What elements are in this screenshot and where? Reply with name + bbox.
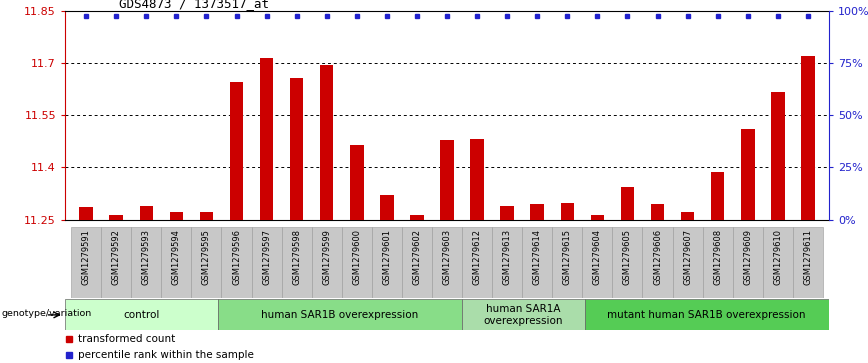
- Bar: [230, 82, 243, 220]
- FancyBboxPatch shape: [71, 227, 102, 298]
- Text: GSM1279614: GSM1279614: [533, 229, 542, 285]
- Text: GSM1279605: GSM1279605: [623, 229, 632, 285]
- FancyBboxPatch shape: [372, 227, 402, 298]
- FancyBboxPatch shape: [462, 227, 492, 298]
- Bar: [140, 206, 153, 220]
- Text: GSM1279615: GSM1279615: [562, 229, 572, 285]
- Text: control: control: [123, 310, 160, 320]
- Text: GSM1279607: GSM1279607: [683, 229, 692, 285]
- FancyBboxPatch shape: [281, 227, 312, 298]
- FancyBboxPatch shape: [792, 227, 823, 298]
- Bar: [621, 187, 635, 220]
- FancyBboxPatch shape: [582, 227, 613, 298]
- Text: GSM1279612: GSM1279612: [472, 229, 482, 285]
- Text: genotype/variation: genotype/variation: [1, 309, 91, 318]
- Text: GSM1279598: GSM1279598: [293, 229, 301, 285]
- Text: GSM1279600: GSM1279600: [352, 229, 361, 285]
- FancyBboxPatch shape: [192, 227, 221, 298]
- Text: GSM1279610: GSM1279610: [773, 229, 782, 285]
- Bar: [200, 212, 214, 220]
- FancyBboxPatch shape: [642, 227, 673, 298]
- Text: GDS4873 / 1373517_at: GDS4873 / 1373517_at: [119, 0, 268, 10]
- FancyBboxPatch shape: [492, 227, 523, 298]
- Bar: [380, 195, 394, 220]
- Text: GSM1279606: GSM1279606: [653, 229, 662, 285]
- Text: GSM1279592: GSM1279592: [112, 229, 121, 285]
- Bar: [169, 212, 183, 220]
- FancyBboxPatch shape: [252, 227, 281, 298]
- Bar: [440, 140, 454, 220]
- Bar: [109, 216, 123, 220]
- Bar: [771, 92, 785, 220]
- FancyBboxPatch shape: [342, 227, 372, 298]
- Text: GSM1279599: GSM1279599: [322, 229, 332, 285]
- Bar: [801, 56, 815, 220]
- Bar: [561, 203, 574, 220]
- Bar: [530, 204, 544, 220]
- Bar: [470, 139, 483, 220]
- Bar: [500, 206, 514, 220]
- Bar: [741, 129, 754, 220]
- Bar: [79, 207, 93, 220]
- Text: GSM1279613: GSM1279613: [503, 229, 511, 285]
- Text: GSM1279595: GSM1279595: [202, 229, 211, 285]
- FancyBboxPatch shape: [763, 227, 792, 298]
- Bar: [711, 172, 725, 220]
- Text: GSM1279596: GSM1279596: [232, 229, 241, 285]
- Text: GSM1279604: GSM1279604: [593, 229, 602, 285]
- Text: GSM1279602: GSM1279602: [412, 229, 422, 285]
- Bar: [320, 65, 333, 220]
- Bar: [651, 204, 664, 220]
- FancyBboxPatch shape: [402, 227, 432, 298]
- FancyBboxPatch shape: [733, 227, 763, 298]
- FancyBboxPatch shape: [218, 299, 463, 330]
- Bar: [350, 145, 364, 220]
- Bar: [260, 58, 273, 220]
- Text: GSM1279601: GSM1279601: [383, 229, 391, 285]
- Text: human SAR1A
overexpression: human SAR1A overexpression: [483, 304, 563, 326]
- FancyBboxPatch shape: [161, 227, 192, 298]
- Text: percentile rank within the sample: percentile rank within the sample: [78, 350, 254, 360]
- FancyBboxPatch shape: [65, 299, 218, 330]
- FancyBboxPatch shape: [702, 227, 733, 298]
- FancyBboxPatch shape: [432, 227, 462, 298]
- FancyBboxPatch shape: [463, 299, 584, 330]
- Bar: [411, 216, 424, 220]
- Text: GSM1279611: GSM1279611: [804, 229, 812, 285]
- Text: mutant human SAR1B overexpression: mutant human SAR1B overexpression: [608, 310, 806, 320]
- Bar: [681, 212, 694, 220]
- FancyBboxPatch shape: [523, 227, 552, 298]
- FancyBboxPatch shape: [552, 227, 582, 298]
- Text: GSM1279591: GSM1279591: [82, 229, 90, 285]
- FancyBboxPatch shape: [221, 227, 252, 298]
- Text: GSM1279597: GSM1279597: [262, 229, 271, 285]
- FancyBboxPatch shape: [613, 227, 642, 298]
- FancyBboxPatch shape: [673, 227, 702, 298]
- Text: human SAR1B overexpression: human SAR1B overexpression: [261, 310, 418, 320]
- Text: GSM1279603: GSM1279603: [443, 229, 451, 285]
- FancyBboxPatch shape: [584, 299, 829, 330]
- Text: GSM1279593: GSM1279593: [141, 229, 151, 285]
- Text: GSM1279594: GSM1279594: [172, 229, 181, 285]
- Text: transformed count: transformed count: [78, 334, 175, 344]
- FancyBboxPatch shape: [102, 227, 131, 298]
- FancyBboxPatch shape: [312, 227, 342, 298]
- Text: GSM1279608: GSM1279608: [713, 229, 722, 285]
- Bar: [590, 215, 604, 220]
- Text: GSM1279609: GSM1279609: [743, 229, 753, 285]
- Bar: [290, 78, 304, 220]
- FancyBboxPatch shape: [131, 227, 161, 298]
